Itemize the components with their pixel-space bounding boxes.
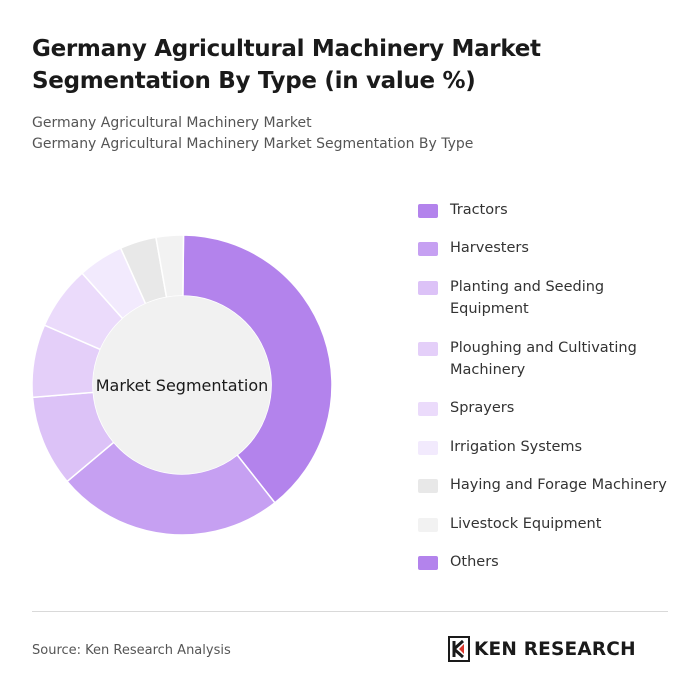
subtitle-line2: Germany Agricultural Machinery Market Se… <box>32 136 474 152</box>
legend-label: Harvesters <box>450 240 529 256</box>
legend-item: Harvesters <box>418 237 678 259</box>
legend-item: Tractors <box>418 199 678 221</box>
legend-label: Irrigation Systems <box>450 439 583 455</box>
legend-label: Livestock Equipment <box>450 516 602 532</box>
legend-label: Sprayers <box>450 400 515 416</box>
chart-title-line2: Segmentation By Type (in value %) <box>32 68 476 94</box>
legend-swatch <box>418 281 438 295</box>
legend-label: Tractors <box>450 202 508 218</box>
legend-label: Haying and Forage Machinery <box>450 477 667 493</box>
legend-swatch <box>418 402 438 416</box>
legend-label: Ploughing and Cultivating Machinery <box>450 340 637 378</box>
legend-swatch <box>418 479 438 493</box>
brand: KEN RESEARCH <box>448 636 636 662</box>
legend-swatch <box>418 556 438 570</box>
legend-item: Sprayers <box>418 397 678 419</box>
legend-item: Haying and Forage Machinery <box>418 474 678 496</box>
chart-title: Germany Agricultural Machinery Market Se… <box>32 33 652 97</box>
legend-item: Ploughing and Cultivating Machinery <box>418 337 678 381</box>
legend-swatch <box>418 242 438 256</box>
legend-swatch <box>418 204 438 218</box>
legend-item: Livestock Equipment <box>418 513 678 535</box>
subtitle-line1: Germany Agricultural Machinery Market <box>32 115 312 131</box>
legend-item: Others <box>418 551 678 573</box>
chart-title-line1: Germany Agricultural Machinery Market <box>32 36 541 62</box>
donut-center <box>93 296 271 474</box>
chart-subtitle: Germany Agricultural Machinery Market Ge… <box>32 113 652 155</box>
donut-center-label: Market Segmentation <box>96 376 269 395</box>
legend-item: Planting and Seeding Equipment <box>418 276 678 320</box>
donut-chart-svg: Market Segmentation <box>31 234 333 536</box>
legend-swatch <box>418 342 438 356</box>
brand-name: KEN RESEARCH <box>474 638 636 660</box>
legend-label: Others <box>450 554 499 570</box>
source-note: Source: Ken Research Analysis <box>32 643 231 658</box>
ken-research-logo-icon <box>448 636 470 662</box>
donut-chart: Market Segmentation <box>30 232 336 538</box>
legend-label: Planting and Seeding Equipment <box>450 279 605 317</box>
legend-swatch <box>418 518 438 532</box>
legend-item: Irrigation Systems <box>418 436 678 458</box>
legend-swatch <box>418 441 438 455</box>
footer-divider <box>32 611 668 612</box>
